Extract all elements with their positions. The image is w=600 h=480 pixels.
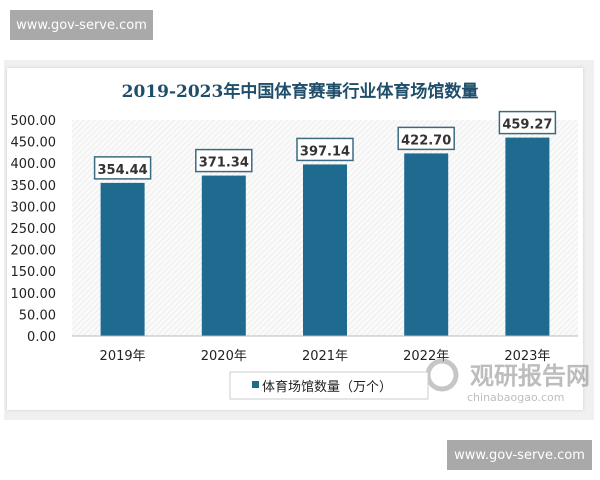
y-tick-label: 300.00: [11, 200, 57, 215]
y-tick-label: 100.00: [11, 287, 57, 302]
y-tick-label: 0.00: [27, 330, 56, 345]
bar: [404, 153, 449, 336]
data-label-box: [498, 110, 557, 135]
y-tick-label: 350.00: [11, 179, 57, 194]
bar: [201, 175, 246, 336]
logo-url: chinabaogao.com: [467, 391, 565, 404]
chart-title: 2019-2023年中国体育赛事行业体育场馆数量: [122, 81, 479, 102]
legend: 体育场馆数量（万个）: [229, 371, 429, 400]
y-tick-label: 200.00: [11, 244, 57, 259]
y-tick-label: 50.00: [19, 308, 56, 323]
watermark-top: www.gov-serve.com: [10, 10, 153, 40]
y-tick-label: 150.00: [11, 265, 57, 280]
data-label-box: [195, 148, 253, 173]
bar: [505, 137, 550, 336]
data-label: 371.34: [199, 156, 249, 171]
x-tick-label: 2019年: [100, 349, 146, 364]
legend-label: 体育场馆数量（万个）: [262, 379, 392, 395]
watermark-bottom: www.gov-serve.com: [447, 440, 592, 470]
y-tick-label: 250.00: [11, 222, 57, 237]
x-tick-label: 2020年: [201, 349, 247, 364]
data-label: 459.27: [502, 118, 552, 133]
data-label-box: [296, 137, 354, 162]
y-tick-label: 450.00: [11, 136, 57, 151]
logo-name: 观研报告网: [470, 362, 590, 390]
bar: [303, 164, 347, 336]
data-label-box: [93, 156, 152, 180]
x-tick-label: 2023年: [504, 349, 550, 364]
data-label: 397.14: [300, 144, 350, 159]
legend-swatch: [252, 381, 259, 388]
data-label: 354.44: [98, 163, 148, 178]
watermark-logo: 观研报告网 chinabaogao.com: [425, 358, 590, 404]
y-tick-label: 500.00: [11, 114, 57, 129]
data-label: 422.70: [401, 133, 451, 148]
bar: [100, 182, 145, 336]
x-tick-label: 2021年: [302, 349, 348, 364]
data-label-box: [397, 126, 455, 151]
y-tick-label: 400.00: [11, 157, 57, 172]
